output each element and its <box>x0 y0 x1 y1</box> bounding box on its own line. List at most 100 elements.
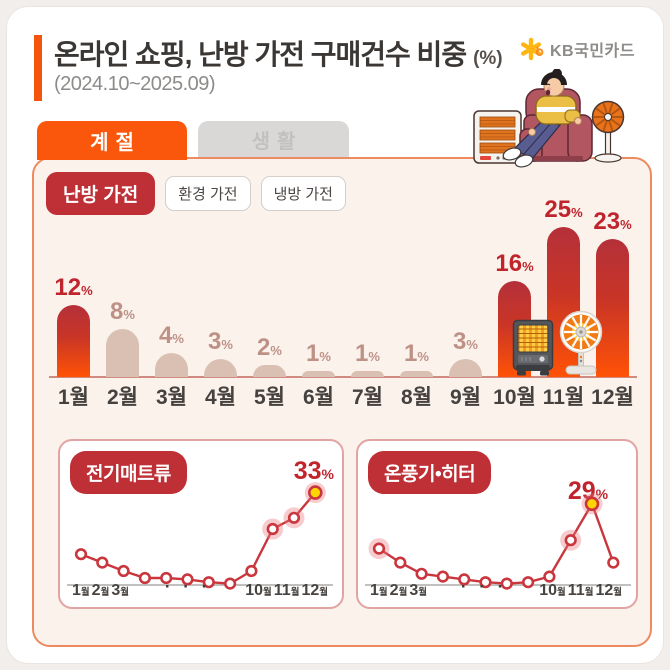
axis-ellipsis: · · · <box>460 577 508 596</box>
bar-value-label: 23% <box>593 208 632 235</box>
data-point <box>224 577 237 590</box>
bar <box>57 305 90 377</box>
data-point <box>96 556 109 569</box>
tab-life[interactable]: 생활 <box>198 121 349 157</box>
data-point <box>522 576 535 589</box>
bar-column-8: 1% 8월 <box>392 211 441 409</box>
bar-month-label: 1월 <box>58 386 89 409</box>
bar-month-label: 4월 <box>205 386 236 409</box>
data-point <box>160 571 173 585</box>
data-point <box>372 542 386 555</box>
chip-environment-appliances[interactable]: 환경 가전 <box>165 176 251 211</box>
data-point <box>74 548 88 561</box>
bar-column-12: 23% 12월 <box>588 208 637 410</box>
bar-month-label: 2월 <box>107 386 138 409</box>
bar <box>596 239 629 377</box>
bar-column-7: 1% 7월 <box>343 211 392 409</box>
bar-column-1: 12% 1월 <box>49 211 98 410</box>
bar-chart-baseline <box>49 376 637 378</box>
bar-value-label: 3% <box>208 328 233 355</box>
data-point <box>394 556 407 569</box>
data-point <box>436 570 449 583</box>
bar <box>204 359 237 377</box>
bar-month-label: 3월 <box>156 386 187 409</box>
heater-icon <box>512 319 554 376</box>
tab-season[interactable]: 계절 <box>37 121 187 160</box>
bar-month-label: 9월 <box>450 386 481 409</box>
data-point <box>607 556 620 569</box>
fan-heater-card: 온풍기•히터 29% 1월 2월 3월 · · · 10월 11월 12월 <box>356 439 638 609</box>
bar-month-label: 12월 <box>591 386 634 409</box>
bar-month-label: 6월 <box>303 386 334 409</box>
bar-value-label: 2% <box>257 334 282 361</box>
title-unit: (%) <box>473 48 503 69</box>
bar <box>155 353 188 377</box>
bar-month-label: 8월 <box>401 386 432 409</box>
axis-ellipsis: · · · <box>164 577 212 596</box>
bar <box>302 371 335 377</box>
peak-data-point <box>308 485 323 500</box>
page-title-text: 온라인 쇼핑, 난방 가전 구매건수 비중 <box>54 39 467 70</box>
data-point <box>415 567 428 580</box>
trend-line <box>80 491 317 585</box>
data-point <box>181 573 194 586</box>
bar-value-label: 1% <box>404 340 429 367</box>
data-point <box>138 571 151 585</box>
fan-heater-line-chart <box>365 493 631 590</box>
data-point <box>543 570 556 583</box>
data-point <box>458 573 471 586</box>
bar-column-5: 2% 5월 <box>245 211 294 409</box>
electric-mat-axis-labels: 1월 2월 3월 · · · 10월 11월 12월 <box>72 577 330 600</box>
chip-cooling-appliances[interactable]: 냉방 가전 <box>260 176 346 211</box>
bar-column-4: 3% 4월 <box>196 211 245 409</box>
axis-labels-start: 1월 2월 3월 <box>72 582 129 599</box>
infographic-card: 온라인 쇼핑, 난방 가전 구매건수 비중 (%) (2024.10~2025.0… <box>6 6 664 664</box>
category-chips: 난방 가전 환경 가전 냉방 가전 <box>46 172 346 215</box>
title-accent-bar <box>34 35 42 101</box>
data-point <box>287 511 301 524</box>
bar <box>106 329 139 377</box>
data-point <box>245 564 258 578</box>
fan-heater-peak-value: 29% <box>567 477 609 505</box>
fan-heater-badge: 온풍기•히터 <box>368 451 492 494</box>
bar-column-3: 4% 3월 <box>147 211 196 409</box>
bar-value-label: 8% <box>110 298 135 325</box>
electric-mat-card: 전기매트류 33% 1월 2월 3월 · · · 10월 11월 12월 <box>58 439 344 609</box>
bar-column-6: 1% 6월 <box>294 211 343 409</box>
bar-month-label: 11월 <box>542 386 585 409</box>
axis-labels-start: 1월 2월 3월 <box>370 582 427 599</box>
data-point <box>479 576 492 589</box>
bar-month-label: 7월 <box>352 386 383 409</box>
bar <box>351 371 384 377</box>
peak-data-point <box>584 496 600 512</box>
chip-heating-appliances[interactable]: 난방 가전 <box>46 172 156 215</box>
data-point <box>117 564 130 578</box>
data-point <box>202 576 215 589</box>
data-point <box>564 534 577 547</box>
bar-value-label: 1% <box>306 340 331 367</box>
subtitle-period: (2024.10~2025.09) <box>54 73 216 95</box>
data-point <box>500 577 513 590</box>
electric-mat-badge: 전기매트류 <box>70 451 187 494</box>
axis-labels-end: 10월 11월 12월 <box>245 582 328 599</box>
fan-heater-axis-labels: 1월 2월 3월 · · · 10월 11월 12월 <box>370 577 624 600</box>
illustration-fan-icon <box>591 100 625 163</box>
bar-value-label: 4% <box>159 322 184 349</box>
axis-labels-end: 10월 11월 12월 <box>539 582 622 599</box>
bar-column-2: 8% 2월 <box>98 211 147 409</box>
bar-value-label: 1% <box>355 340 380 367</box>
bar-value-label: 12% <box>54 274 93 301</box>
bar-month-label: 10월 <box>493 386 536 409</box>
brand-name: KB국민카드 <box>550 43 635 60</box>
bar <box>253 365 286 377</box>
bar-value-label: 25% <box>544 196 583 223</box>
kb-logo: KB국민카드 <box>519 37 635 61</box>
illustration-person <box>502 69 582 168</box>
data-point <box>266 522 279 536</box>
kb-star-icon <box>520 37 544 61</box>
page-title: 온라인 쇼핑, 난방 가전 구매건수 비중 (%) <box>54 33 503 73</box>
fan-heater-icon <box>559 310 603 375</box>
person-relaxing-illustration <box>473 69 625 168</box>
bar-value-label: 16% <box>495 250 534 277</box>
electric-mat-line-chart <box>67 482 333 590</box>
